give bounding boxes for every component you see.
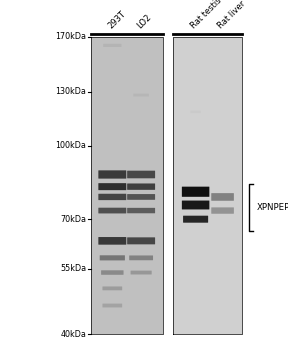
FancyBboxPatch shape xyxy=(98,208,126,214)
Text: LO2: LO2 xyxy=(135,13,153,30)
Text: 55kDa: 55kDa xyxy=(60,264,86,273)
FancyBboxPatch shape xyxy=(98,194,126,200)
FancyBboxPatch shape xyxy=(127,194,155,200)
Text: Rat liver: Rat liver xyxy=(216,0,247,30)
FancyBboxPatch shape xyxy=(100,255,125,260)
Bar xyxy=(91,37,163,334)
FancyBboxPatch shape xyxy=(211,207,234,214)
FancyBboxPatch shape xyxy=(211,193,234,201)
FancyBboxPatch shape xyxy=(101,270,124,275)
FancyBboxPatch shape xyxy=(98,183,126,190)
Text: 40kDa: 40kDa xyxy=(60,330,86,339)
FancyBboxPatch shape xyxy=(127,237,155,244)
Text: 70kDa: 70kDa xyxy=(60,215,86,224)
FancyBboxPatch shape xyxy=(127,183,155,190)
FancyBboxPatch shape xyxy=(190,111,201,113)
Text: XPNPEP1: XPNPEP1 xyxy=(256,203,288,212)
FancyBboxPatch shape xyxy=(103,44,122,47)
Text: Rat testis: Rat testis xyxy=(189,0,223,30)
FancyBboxPatch shape xyxy=(129,256,153,260)
FancyBboxPatch shape xyxy=(127,208,155,213)
FancyBboxPatch shape xyxy=(98,170,126,178)
FancyBboxPatch shape xyxy=(98,237,126,245)
FancyBboxPatch shape xyxy=(182,187,209,197)
FancyBboxPatch shape xyxy=(182,201,209,209)
Text: 130kDa: 130kDa xyxy=(56,88,86,96)
FancyBboxPatch shape xyxy=(130,271,152,274)
FancyBboxPatch shape xyxy=(127,171,155,178)
FancyBboxPatch shape xyxy=(103,286,122,290)
Text: 293T: 293T xyxy=(106,9,127,30)
FancyBboxPatch shape xyxy=(133,94,149,97)
FancyBboxPatch shape xyxy=(103,303,122,307)
FancyBboxPatch shape xyxy=(183,216,208,223)
Bar xyxy=(173,37,242,334)
Text: 170kDa: 170kDa xyxy=(55,32,86,41)
Text: 100kDa: 100kDa xyxy=(56,141,86,150)
